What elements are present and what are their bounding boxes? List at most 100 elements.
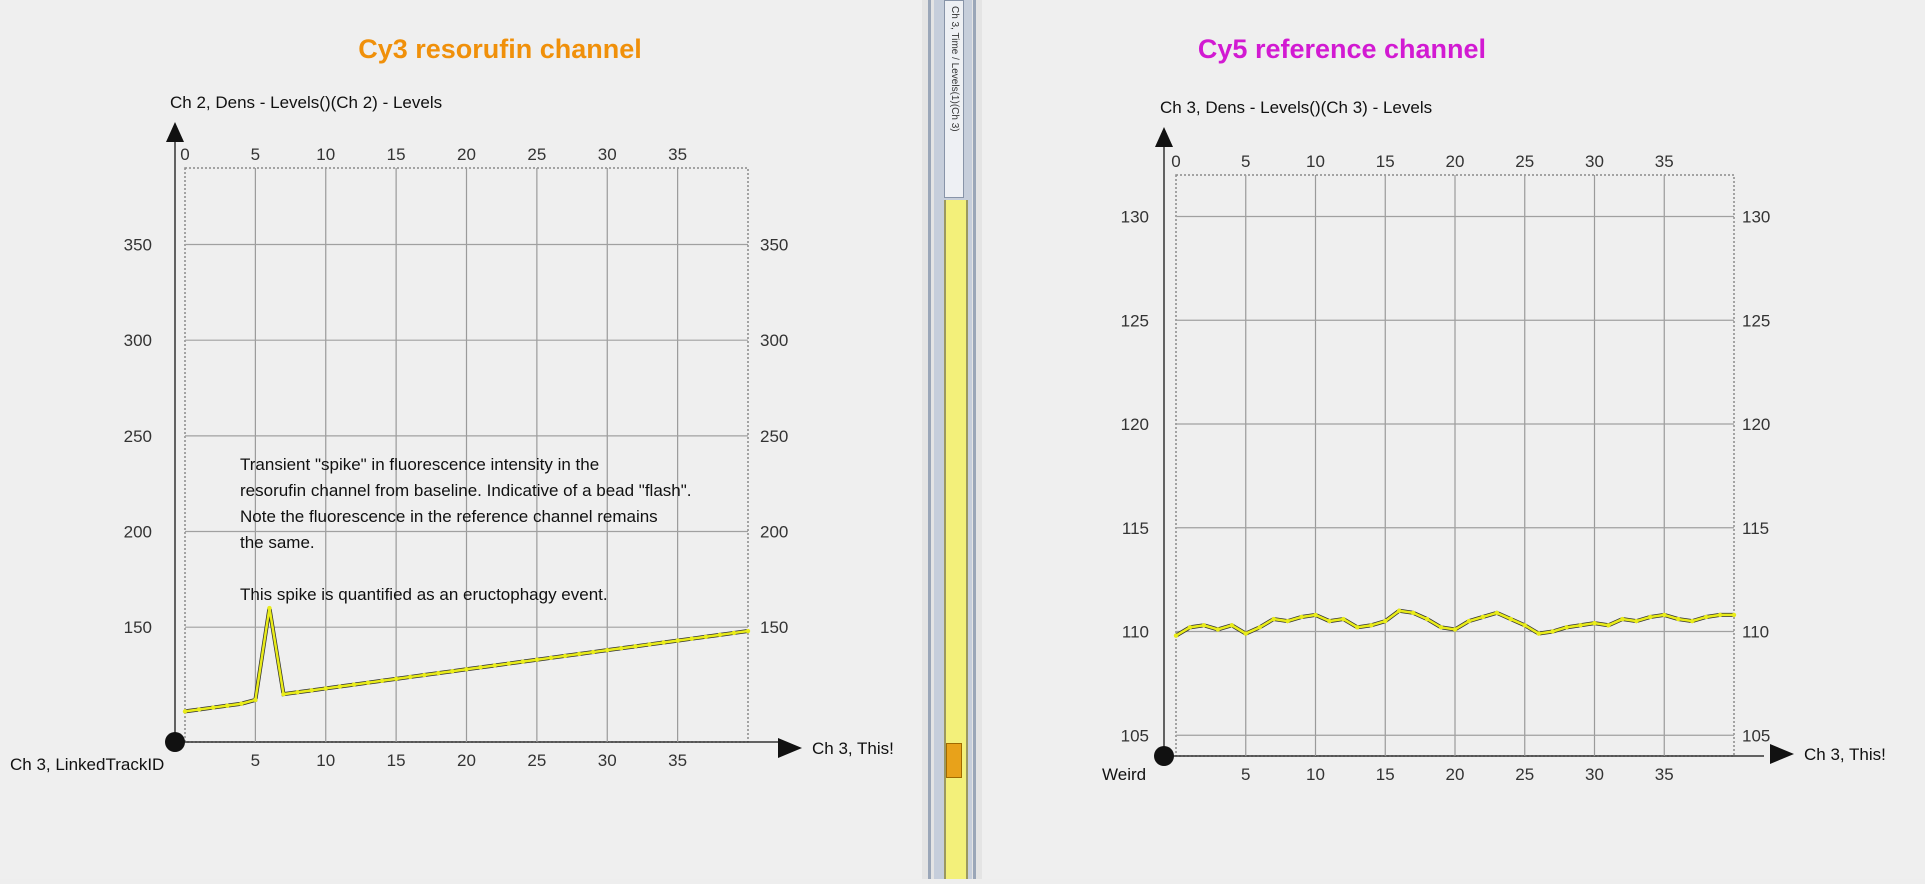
x-tick-label-top: 15 [387,145,406,164]
x-tick-label-top: 10 [316,145,335,164]
data-point [1243,631,1248,636]
x-tick-label-bottom: 15 [387,751,406,770]
data-point [1187,625,1193,630]
annotation-text: This spike is quantified as an eructopha… [240,585,608,604]
y-tick-label-left: 120 [1121,415,1149,434]
x-tick-label-top: 30 [1585,152,1604,171]
data-point [1620,616,1625,622]
y-tick-label-right: 115 [1742,519,1769,538]
data-point [520,659,525,664]
y-tick-label-left: 150 [124,618,152,637]
data-point [337,684,343,689]
y-tick-label-left: 200 [124,523,152,542]
data-point [1522,623,1527,628]
data-point [323,686,328,691]
data-point [1731,612,1737,618]
y-tick-label-left: 115 [1122,519,1149,538]
data-point [1536,631,1541,636]
x-tick-label-bottom: 5 [251,751,260,770]
data-point [1634,618,1639,624]
data-point [1578,623,1583,628]
data-point [1257,625,1262,630]
origin-marker-icon [165,732,185,752]
data-point [210,705,216,710]
annotation-text: resorufin channel from baseline. Indicat… [240,481,692,500]
data-point [1606,623,1611,628]
y-tick-label-left: 110 [1122,623,1149,642]
data-point [590,649,596,655]
data-point [1494,610,1500,616]
chart-title: Cy5 reference channel [1198,34,1486,64]
data-point [562,653,568,659]
x-axis-label: Ch 3, This! [1804,745,1886,764]
data-point [1327,618,1332,624]
split-pane-divider[interactable]: Ch 3, Time / Levels(1)(Ch 3) [922,0,982,879]
data-point [576,651,582,657]
x-tick-label-bottom: 20 [1446,765,1465,784]
data-point [1285,618,1290,624]
data-point [548,655,554,661]
data-point [478,665,483,670]
data-point [1438,625,1444,630]
y-tick-label-right: 125 [1742,311,1770,330]
data-point [619,646,624,651]
data-point [422,672,427,678]
data-point [464,667,469,672]
data-point [1703,614,1709,620]
x-tick-label-bottom: 25 [1515,765,1534,784]
data-point [1313,612,1318,618]
data-point [253,697,258,703]
x-tick-label-bottom: 15 [1376,765,1395,784]
x-tick-label-bottom: 20 [457,751,476,770]
data-point [1676,616,1681,622]
x-tick-label-bottom: 5 [1241,765,1250,784]
data-point [365,680,371,685]
data-point [661,640,666,645]
data-point [534,657,540,662]
data-point [436,670,441,676]
data-point [182,709,188,714]
data-point [1355,625,1360,630]
data-point [1717,612,1723,618]
data-point [1341,616,1346,622]
y-tick-label-right: 350 [760,236,788,255]
y-tick-label-left: 130 [1121,208,1149,227]
data-point [1452,627,1458,632]
data-point [1271,616,1276,622]
y-tick-label-left: 250 [124,427,152,446]
x-tick-label-top: 20 [457,145,476,164]
y-axis-label: Ch 3, Dens - Levels()(Ch 3) - Levels [1160,98,1432,117]
data-point [225,703,230,708]
x-tick-label-bottom: 30 [1585,765,1604,784]
y-axis-label: Ch 2, Dens - Levels()(Ch 2) - Levels [170,93,442,112]
data-point [506,661,511,666]
x-tick-label-top: 35 [1655,152,1674,171]
x-tick-label-top: 5 [251,145,260,164]
data-point [745,628,751,634]
data-point [196,707,202,712]
x-tick-label-top: 25 [1515,152,1534,171]
data-point [1369,623,1374,628]
x-axis-arrow-icon [1770,744,1794,764]
data-point [281,691,286,697]
x-tick-label-top: 10 [1306,152,1325,171]
origin-marker-icon [1154,746,1174,766]
data-point [309,688,314,693]
left-chart-panel: Cy3 resorufin channel Ch 2, Dens - Levels… [0,0,922,879]
x-tick-label-top: 0 [1171,152,1180,171]
data-point [1410,610,1416,616]
data-point [1508,616,1513,622]
y-tick-label-right: 120 [1742,415,1770,434]
x-axis-arrow-icon [778,738,802,758]
data-point [1229,623,1234,628]
data-point [1480,614,1486,620]
divider-label-box [944,0,964,198]
divider-label: Ch 3, Time / Levels(1)(Ch 3) [949,6,960,132]
x-tick-label-top: 30 [598,145,617,164]
scrollbar-thumb[interactable] [946,743,962,778]
x-tick-label-top: 20 [1446,152,1465,171]
data-point [1299,614,1304,620]
x-tick-label-bottom: 35 [668,751,687,770]
y-tick-label-right: 250 [760,427,788,446]
data-point [703,634,708,639]
